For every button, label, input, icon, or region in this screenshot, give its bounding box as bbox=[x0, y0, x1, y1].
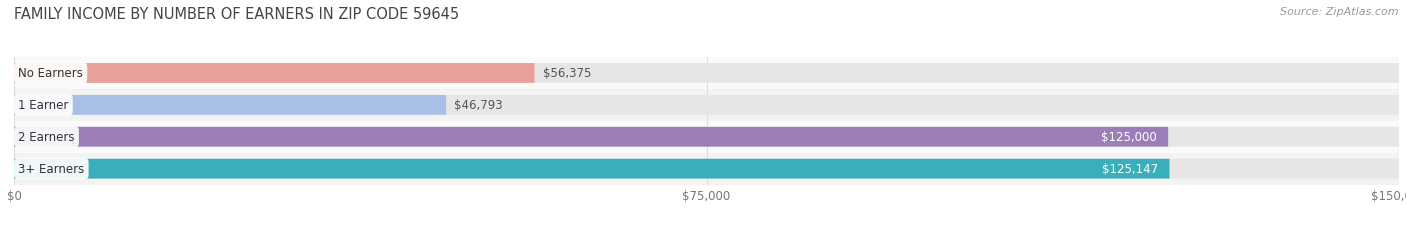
Bar bbox=[14, 153, 1399, 185]
Bar bbox=[14, 89, 1399, 121]
FancyBboxPatch shape bbox=[14, 96, 1399, 115]
FancyBboxPatch shape bbox=[14, 96, 446, 115]
FancyBboxPatch shape bbox=[14, 127, 1399, 147]
Text: $46,793: $46,793 bbox=[454, 99, 503, 112]
Text: 1 Earner: 1 Earner bbox=[18, 99, 69, 112]
Text: Source: ZipAtlas.com: Source: ZipAtlas.com bbox=[1281, 7, 1399, 17]
Text: 2 Earners: 2 Earners bbox=[18, 131, 75, 144]
Text: No Earners: No Earners bbox=[18, 67, 83, 80]
Text: FAMILY INCOME BY NUMBER OF EARNERS IN ZIP CODE 59645: FAMILY INCOME BY NUMBER OF EARNERS IN ZI… bbox=[14, 7, 460, 22]
FancyBboxPatch shape bbox=[14, 127, 1168, 147]
Text: $125,147: $125,147 bbox=[1102, 162, 1159, 175]
Bar bbox=[14, 58, 1399, 90]
Text: $56,375: $56,375 bbox=[543, 67, 592, 80]
FancyBboxPatch shape bbox=[14, 64, 1399, 83]
Bar bbox=[14, 121, 1399, 153]
FancyBboxPatch shape bbox=[14, 159, 1399, 179]
Text: $125,000: $125,000 bbox=[1101, 131, 1157, 144]
FancyBboxPatch shape bbox=[14, 159, 1170, 179]
Text: 3+ Earners: 3+ Earners bbox=[18, 162, 84, 175]
FancyBboxPatch shape bbox=[14, 64, 534, 83]
